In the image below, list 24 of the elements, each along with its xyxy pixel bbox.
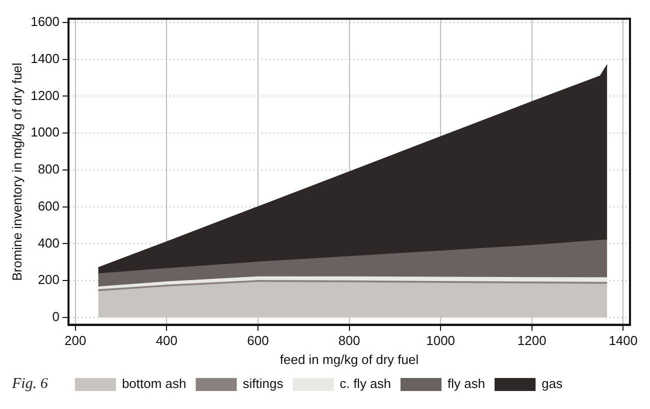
caption: Fig. 6	[12, 376, 48, 393]
legend-label: gas	[542, 376, 564, 392]
x-tick-label: 1400	[608, 333, 638, 348]
x-tick-label: 1000	[426, 333, 456, 348]
y-tick-label: 1200	[30, 88, 60, 103]
y-tick-label: 200	[38, 272, 60, 288]
y-tick-label: 1400	[30, 50, 60, 66]
x-tick-label: 200	[64, 333, 86, 348]
y-tick-label: 0	[52, 309, 60, 324]
x-tick-label: 1200	[517, 333, 546, 348]
y-tick-label: 800	[38, 162, 60, 177]
x-tick-label: 600	[247, 333, 269, 348]
y-tick-label: 1600	[30, 14, 60, 30]
legend-label: c. fly ash	[340, 376, 392, 392]
y-tick-label: 600	[38, 198, 60, 214]
x-tick-label: 400	[156, 333, 178, 348]
legend-label: siftings	[242, 376, 284, 392]
y-tick-label: 1000	[30, 124, 60, 140]
legend-label: fly ash	[448, 376, 486, 392]
y-axis-title: Bromine inventory in mg/kg of dry fuel	[9, 62, 24, 281]
x-axis-title: feed in mg/kg of dry fuel	[280, 352, 419, 367]
x-tick-label: 800	[338, 333, 360, 348]
legend-label: bottom ash	[122, 376, 186, 392]
y-tick-label: 400	[38, 235, 60, 250]
